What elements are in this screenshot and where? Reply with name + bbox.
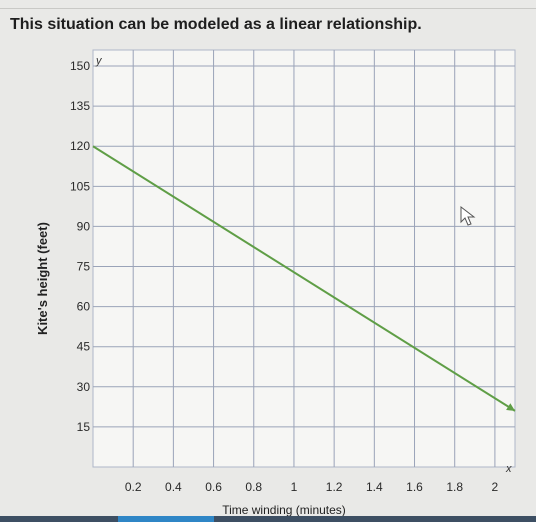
y-tick-label: 90 [77, 219, 91, 233]
x-tick-label: 1.8 [446, 480, 463, 494]
taskbar-accent [118, 516, 214, 522]
x-tick-label: 0.6 [205, 480, 222, 494]
series-arrowhead [506, 403, 515, 411]
top-divider [0, 8, 536, 9]
y-tick-label: 75 [77, 260, 91, 274]
y-tick-label: 150 [70, 59, 90, 73]
x-tick-label: 2 [492, 480, 499, 494]
y-axis-label: Kite's height (feet) [35, 222, 50, 335]
y-tick-label: 105 [70, 179, 90, 193]
y-tick-label: 60 [77, 300, 91, 314]
y-tick-label: 15 [77, 420, 91, 434]
pointer-cursor-icon [460, 205, 476, 226]
x-tick-label: 0.8 [245, 480, 262, 494]
y-tick-label: 45 [77, 340, 91, 354]
plot-area [92, 49, 516, 468]
x-tick-label: 1.6 [406, 480, 423, 494]
y-tick-label: 120 [70, 139, 90, 153]
x-axis-label: Time winding (minutes) [222, 503, 346, 517]
taskbar [0, 516, 536, 522]
x-axis-letter: x [505, 463, 512, 475]
x-tick-label: 1.2 [326, 480, 343, 494]
x-tick-label: 0.4 [165, 480, 182, 494]
series-line [92, 145, 516, 412]
y-tick-label: 30 [77, 380, 91, 394]
x-tick-label: 0.2 [125, 480, 142, 494]
y-axis-letter: y [95, 55, 103, 67]
x-tick-label: 1 [291, 480, 298, 494]
x-tick-label: 1.4 [366, 480, 383, 494]
question-heading: This situation can be modeled as a linea… [10, 16, 422, 33]
y-tick-label: 135 [70, 99, 90, 113]
